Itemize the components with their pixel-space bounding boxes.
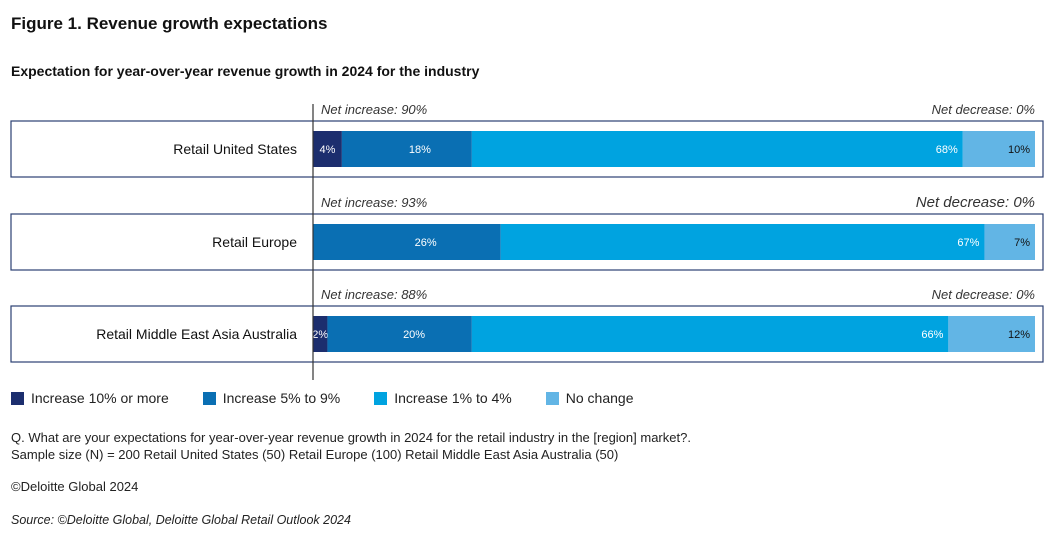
data-label: 7% xyxy=(1014,237,1030,249)
legend: Increase 10% or more Increase 5% to 9% I… xyxy=(11,390,667,406)
figure-title: Figure 1. Revenue growth expectations xyxy=(11,14,328,33)
copyright: ©Deloitte Global 2024 xyxy=(11,479,139,494)
legend-label: Increase 10% or more xyxy=(31,390,169,406)
question-text: Q. What are your expectations for year-o… xyxy=(11,430,691,445)
bar-segment xyxy=(500,224,985,260)
bar-segment xyxy=(313,131,342,167)
legend-label: Increase 5% to 9% xyxy=(222,390,341,406)
sample-size-text: Sample size (N) = 200 Retail United Stat… xyxy=(11,447,619,462)
net-decrease-label: Net decrease: 0% xyxy=(916,194,1035,211)
bar-segment xyxy=(341,131,472,167)
chart-area: Retail United States Net increase: 90% Net… xyxy=(10,102,1044,380)
data-label: 4% xyxy=(319,144,335,156)
legend-item: Increase 1% to 4% xyxy=(374,390,512,406)
legend-swatch-increase-5-9 xyxy=(202,391,216,405)
chart-subtitle: Expectation for year-over-year revenue g… xyxy=(11,63,480,79)
data-label: 10% xyxy=(1008,144,1030,156)
data-label: 12% xyxy=(1008,329,1030,341)
bar-segment xyxy=(327,316,472,352)
legend-item: Increase 5% to 9% xyxy=(202,390,341,406)
bar-segment xyxy=(984,224,1035,260)
data-label: 2% xyxy=(312,329,328,341)
survey-question: Q. What are your expectations for year-o… xyxy=(11,429,691,463)
source-note: Source: ©Deloitte Global, Deloitte Globa… xyxy=(11,513,351,527)
net-decrease-label: Net decrease: 0% xyxy=(932,287,1035,302)
bar-segment xyxy=(313,316,328,352)
category-label: Retail United States xyxy=(173,141,297,157)
bar-segment xyxy=(962,131,1035,167)
legend-item: No change xyxy=(545,390,634,406)
legend-label: No change xyxy=(565,390,634,406)
data-label: 18% xyxy=(409,144,431,156)
net-decrease-label: Net decrease: 0% xyxy=(932,102,1035,117)
net-increase-label: Net increase: 88% xyxy=(321,287,427,302)
data-label: 20% xyxy=(403,329,425,341)
bar-segment xyxy=(471,316,949,352)
net-increase-label: Net increase: 90% xyxy=(321,102,427,117)
category-label: Retail Europe xyxy=(212,234,297,250)
bar-segment xyxy=(313,224,501,260)
legend-item: Increase 10% or more xyxy=(11,390,169,406)
net-increase-label: Net increase: 93% xyxy=(321,195,427,210)
data-label: 66% xyxy=(921,329,943,341)
bar-segment xyxy=(948,316,1035,352)
category-label: Retail Middle East Asia Australia xyxy=(96,326,297,342)
legend-swatch-increase-10-plus xyxy=(11,391,24,405)
bar-segment xyxy=(471,131,963,167)
data-label: 26% xyxy=(415,237,437,249)
data-label: 68% xyxy=(936,144,958,156)
legend-label: Increase 1% to 4% xyxy=(394,390,512,406)
data-label: 67% xyxy=(957,237,979,249)
legend-swatch-no-change xyxy=(545,391,559,405)
legend-swatch-increase-1-4 xyxy=(374,391,388,405)
